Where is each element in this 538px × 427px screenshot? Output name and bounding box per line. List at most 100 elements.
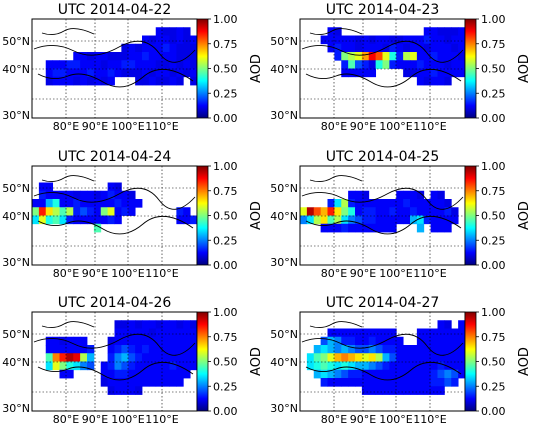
aod-cell <box>169 60 177 69</box>
colorbar-tick-label: 0.75 <box>481 185 506 198</box>
colorbar-tick-label: 0.75 <box>213 331 238 344</box>
aod-cell <box>38 199 47 208</box>
aod-cell <box>87 215 95 225</box>
aod-cell <box>155 52 164 61</box>
aod-cells <box>32 182 198 233</box>
aod-cell <box>375 35 383 45</box>
aod-cell <box>59 353 67 362</box>
x-tick-label: 80°E <box>321 267 347 280</box>
aod-cell <box>341 353 349 362</box>
aod-cell <box>410 369 418 379</box>
colorbar-tick-label: 0.50 <box>213 63 238 76</box>
aod-cell <box>135 43 143 53</box>
aod-cell <box>114 68 122 78</box>
aod-cell <box>38 207 47 216</box>
aod-cell <box>341 60 349 69</box>
aod-cell <box>437 336 445 346</box>
x-tick-label: 90°E <box>82 267 108 280</box>
x-tick-label: 90°E <box>350 413 376 426</box>
aod-cell <box>410 68 418 78</box>
aod-cell <box>142 43 150 53</box>
aod-cell <box>416 215 425 225</box>
aod-cell <box>375 215 383 225</box>
aod-cell <box>121 345 129 354</box>
aod-cell <box>389 223 397 233</box>
aod-cell <box>410 361 418 371</box>
aod-cell <box>403 199 411 208</box>
aod-cell <box>45 190 54 200</box>
aod-cell <box>341 207 349 216</box>
aod-cell <box>416 353 425 362</box>
aod-cell <box>389 215 397 225</box>
aod-cell <box>66 76 74 86</box>
aod-cell <box>368 215 377 225</box>
aod-cell <box>355 223 363 233</box>
aod-cell <box>80 207 88 216</box>
aod-cell <box>135 353 143 362</box>
aod-cell <box>410 52 418 61</box>
aod-cell <box>162 68 170 78</box>
colorbar-tick-label: 0.00 <box>213 405 238 418</box>
aod-cell <box>190 76 198 86</box>
aod-cell <box>458 320 466 329</box>
aod-cell <box>38 215 47 225</box>
aod-cell <box>183 60 191 69</box>
y-tick-label: 40°N <box>2 63 30 76</box>
aod-cell <box>430 223 438 233</box>
aod-cell <box>183 27 191 36</box>
aod-cell <box>444 353 452 362</box>
aod-cell <box>403 345 411 354</box>
coastline <box>33 175 196 235</box>
aod-cell <box>423 353 432 362</box>
x-tick-label: 100°E <box>111 267 144 280</box>
aod-cell <box>437 345 445 354</box>
aod-cell <box>176 328 184 338</box>
aod-cell <box>169 52 177 61</box>
aod-cell <box>128 52 136 61</box>
aod-cell <box>66 60 74 69</box>
aod-cell <box>128 43 136 53</box>
aod-cell <box>148 68 157 78</box>
aod-cell <box>403 361 411 371</box>
aod-cell <box>423 378 432 387</box>
aod-cell <box>80 353 88 362</box>
colorbar-tick-label: 1.00 <box>481 306 506 319</box>
aod-cell <box>52 199 60 208</box>
aod-cell <box>334 223 342 233</box>
aod-cell <box>32 207 40 216</box>
aod-cell <box>430 199 438 208</box>
colorbar-tick-label: 1.00 <box>213 306 238 319</box>
aod-cell <box>327 345 335 354</box>
aod-cell <box>348 68 356 78</box>
aod-cell <box>80 52 88 61</box>
aod-cell <box>375 199 383 208</box>
aod-cell <box>45 207 54 216</box>
aod-cell <box>334 336 342 346</box>
aod-cell <box>396 386 404 395</box>
aod-cell <box>355 353 363 362</box>
aod-cell <box>396 378 404 387</box>
aod-cell <box>320 378 328 387</box>
x-tick-label: 90°E <box>82 120 108 133</box>
aod-cell <box>416 386 425 395</box>
aod-cell <box>355 378 363 387</box>
aod-cell <box>148 369 157 379</box>
aod-cell <box>416 76 425 86</box>
aod-cell <box>348 361 356 371</box>
colorbar-tick-label: 0.75 <box>213 185 238 198</box>
aod-cell <box>458 328 466 338</box>
aod-cell <box>382 199 390 208</box>
aod-cell <box>135 52 143 61</box>
coastline <box>301 175 464 235</box>
colorbar <box>196 18 209 119</box>
aod-cell <box>135 60 143 69</box>
aod-cell <box>355 68 363 78</box>
aod-cell <box>190 361 198 371</box>
aod-cell <box>66 215 74 225</box>
aod-cell <box>382 369 390 379</box>
aod-cell <box>423 328 432 338</box>
aod-cell <box>135 328 143 338</box>
aod-cell <box>135 378 143 387</box>
